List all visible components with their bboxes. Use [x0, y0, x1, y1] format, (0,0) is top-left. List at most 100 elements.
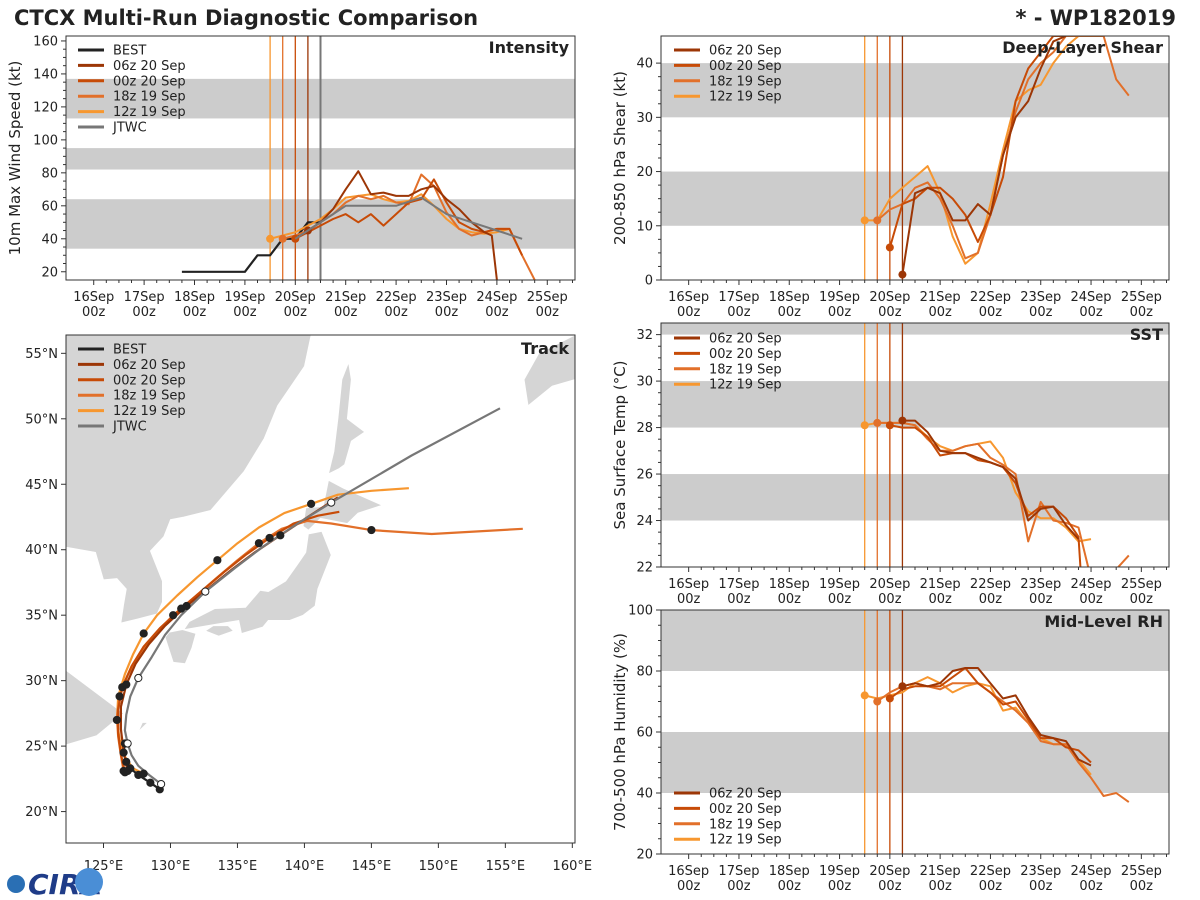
- y-tick-label: 0: [645, 274, 653, 289]
- legend-label: 12z 19 Sep: [709, 378, 782, 393]
- x-tick-date: 22Sep: [376, 290, 417, 305]
- x-tick-hour: 00z: [677, 305, 701, 320]
- legend-label: JTWC: [112, 420, 147, 435]
- y-tick-label: 80: [636, 665, 653, 680]
- x-tick-date: 23Sep: [1020, 290, 1061, 305]
- x-tick-hour: 00z: [677, 592, 701, 607]
- lon-tick-label: 130°E: [151, 859, 191, 874]
- x-tick-hour: 00z: [233, 305, 257, 320]
- track-position-marker: [327, 498, 336, 507]
- legend-label: 18z 19 Sep: [709, 817, 782, 832]
- x-tick-hour: 00z: [878, 592, 902, 607]
- init-point: [898, 270, 907, 279]
- x-tick-hour: 00z: [979, 592, 1003, 607]
- lon-tick-label: 140°E: [285, 859, 325, 874]
- x-tick-hour: 00z: [1029, 305, 1053, 320]
- track-position-marker: [119, 748, 128, 757]
- logo-globe-icon: [7, 875, 25, 893]
- track-position-marker: [122, 757, 131, 766]
- init-point: [873, 216, 882, 225]
- threshold-band: [661, 323, 1169, 335]
- init-point: [266, 234, 275, 243]
- init-point: [898, 682, 907, 691]
- track-position-marker: [123, 739, 132, 748]
- x-tick-hour: 00z: [334, 305, 358, 320]
- x-tick-hour: 00z: [1079, 592, 1103, 607]
- y-tick-label: 60: [41, 199, 58, 214]
- x-tick-date: 16Sep: [668, 864, 709, 879]
- y-tick-label: 30: [636, 111, 653, 126]
- x-tick-hour: 00z: [1130, 879, 1154, 894]
- init-point: [898, 416, 907, 425]
- y-tick-label: 22: [636, 561, 653, 576]
- y-tick-label: 60: [636, 726, 653, 741]
- x-tick-date: 24Sep: [476, 290, 517, 305]
- lon-tick-label: 145°E: [352, 859, 392, 874]
- x-tick-hour: 00z: [183, 305, 207, 320]
- track-line: [123, 407, 501, 785]
- x-tick-date: 18Sep: [769, 864, 810, 879]
- legend-label: JTWC: [112, 121, 147, 136]
- legend-label: 06z 20 Sep: [709, 332, 782, 347]
- map-frame: [65, 334, 576, 844]
- x-tick-hour: 00z: [284, 305, 308, 320]
- legend-label: 18z 19 Sep: [709, 362, 782, 377]
- cira-logo: CIRA: [7, 868, 103, 900]
- storm-id: * - WP182019: [1015, 6, 1176, 30]
- okinawa-landmass: [137, 722, 149, 732]
- legend-label: BEST: [113, 343, 146, 358]
- x-tick-hour: 00z: [1130, 592, 1154, 607]
- track-position-marker: [169, 611, 178, 620]
- x-tick-date: 20Sep: [869, 290, 910, 305]
- mainland-coast-east: [66, 669, 125, 746]
- x-tick-hour: 00z: [979, 879, 1003, 894]
- y-tick-label: 10: [636, 219, 653, 234]
- series-line: [902, 419, 1080, 540]
- y-tick-label: 30: [636, 375, 653, 390]
- lon-tick-label: 155°E: [486, 859, 526, 874]
- x-tick-date: 22Sep: [970, 577, 1011, 592]
- lat-tick-label: 55°N: [25, 347, 58, 362]
- x-tick-date: 23Sep: [1020, 577, 1061, 592]
- y-tick-label: 120: [33, 100, 58, 115]
- init-point: [860, 216, 869, 225]
- legend-label: 12z 19 Sep: [709, 90, 782, 105]
- kamchatka-landmass: [523, 335, 575, 407]
- rh-panel: 2040608010016Sep00z17Sep00z18Sep00z19Sep…: [611, 604, 1170, 894]
- x-tick-date: 24Sep: [1071, 577, 1112, 592]
- legend-label: 18z 19 Sep: [113, 90, 186, 105]
- lon-tick-label: 160°E: [553, 859, 593, 874]
- y-tick-label: 24: [636, 514, 653, 529]
- track-position-marker: [115, 692, 124, 701]
- x-tick-hour: 00z: [1029, 592, 1053, 607]
- legend-label: 00z 20 Sep: [113, 74, 186, 89]
- lon-tick-label: 150°E: [419, 859, 459, 874]
- x-tick-hour: 00z: [536, 305, 560, 320]
- y-tick-label: 40: [636, 57, 653, 72]
- y-tick-label: 140: [33, 67, 58, 82]
- y-tick-label: 28: [636, 421, 653, 436]
- series-line: [889, 667, 1092, 764]
- x-tick-date: 18Sep: [769, 290, 810, 305]
- series-line: [294, 196, 523, 240]
- series-line: [269, 193, 510, 240]
- y-tick-label: 32: [636, 328, 653, 343]
- x-tick-date: 16Sep: [73, 290, 114, 305]
- x-tick-hour: 00z: [1079, 305, 1103, 320]
- x-tick-hour: 00z: [1029, 879, 1053, 894]
- track-position-marker: [276, 531, 285, 540]
- x-tick-hour: 00z: [928, 592, 952, 607]
- x-tick-date: 23Sep: [426, 290, 467, 305]
- x-tick-date: 25Sep: [527, 290, 568, 305]
- track-position-marker: [213, 556, 222, 565]
- x-tick-date: 19Sep: [819, 864, 860, 879]
- init-point: [278, 234, 287, 243]
- y-tick-label: 80: [41, 166, 58, 181]
- figure-title: CTCX Multi-Run Diagnostic Comparison: [14, 6, 478, 30]
- legend-label: 12z 19 Sep: [709, 833, 782, 848]
- x-tick-date: 17Sep: [718, 577, 759, 592]
- series-line: [877, 421, 1130, 567]
